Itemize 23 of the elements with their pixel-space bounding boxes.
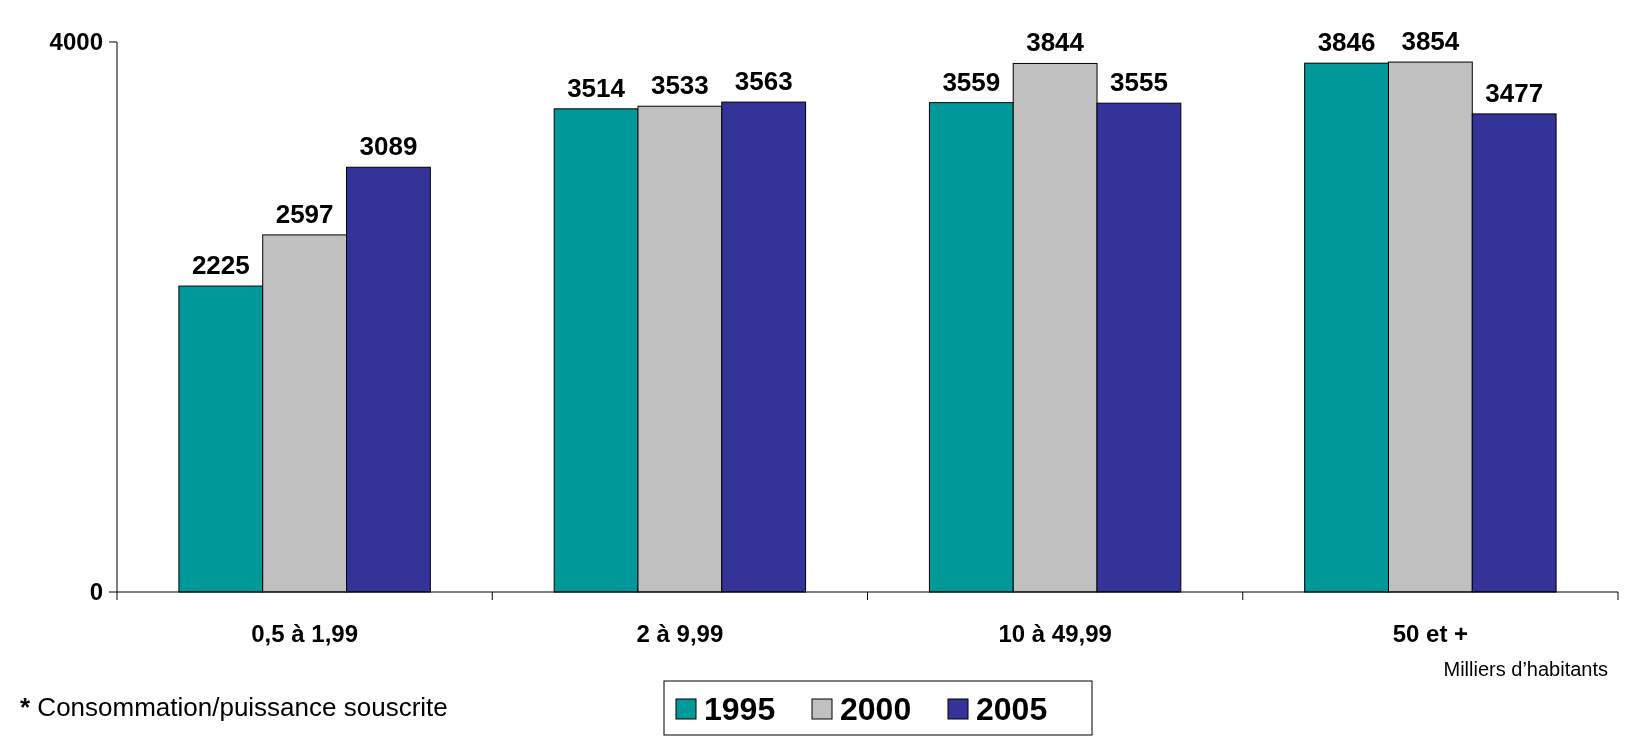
x-tick-label: 10 à 49,99 [998,620,1112,647]
data-label: 3477 [1485,77,1544,108]
data-label: 2225 [191,250,250,281]
data-label: 3854 [1401,26,1460,57]
data-label: 3559 [942,66,1001,97]
data-label: 3563 [734,66,793,97]
data-label: 3555 [1110,67,1168,98]
x-tick-label: 2 à 9,99 [636,620,724,647]
data-label: 3844 [1026,27,1085,58]
data-label: 3089 [359,131,418,162]
text: * Consommation/puissance souscrite [20,692,448,722]
data-label: 3514 [567,72,626,103]
data-label: 3846 [1317,27,1376,58]
legend-label: 1995 [704,691,776,727]
y-tick-label: 0 [89,578,103,606]
x-axis-title: Milliers d’habitants [1443,658,1608,680]
x-tick-label: 0,5 à 1,99 [251,620,359,647]
legend-label: 2005 [976,691,1048,727]
legend-label: 2000 [840,691,912,727]
x-tick-label: 50 et + [1392,620,1469,647]
data-label: 3533 [650,70,709,101]
y-tick-label: 4000 [49,28,103,56]
data-label: 2597 [275,198,334,229]
